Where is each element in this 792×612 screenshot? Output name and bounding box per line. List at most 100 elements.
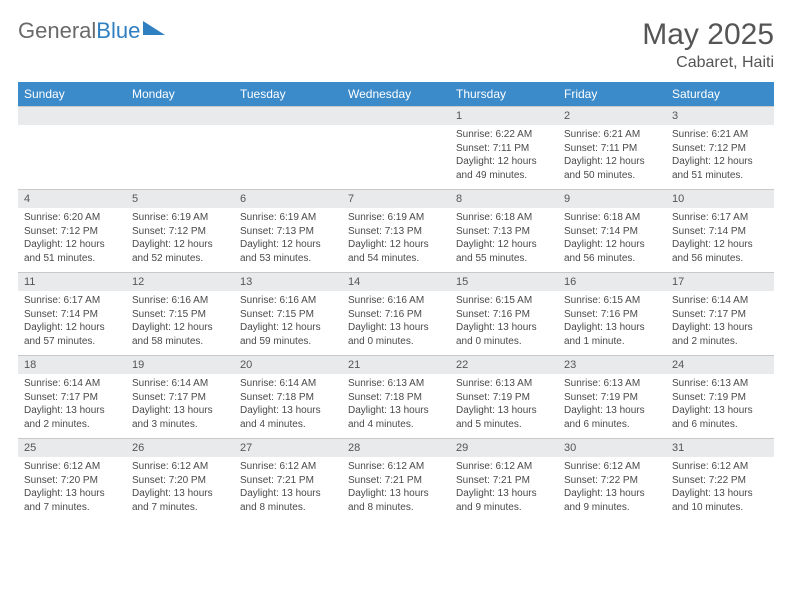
- day-content-row: Sunrise: 6:14 AMSunset: 7:17 PMDaylight:…: [18, 374, 774, 439]
- sunrise-text: Sunrise: 6:12 AM: [564, 460, 660, 474]
- day-cell: Sunrise: 6:14 AMSunset: 7:17 PMDaylight:…: [126, 374, 234, 439]
- day-number: 24: [666, 356, 774, 375]
- day-number: 29: [450, 439, 558, 458]
- sunrise-text: Sunrise: 6:20 AM: [24, 211, 120, 225]
- day-cell: Sunrise: 6:19 AMSunset: 7:12 PMDaylight:…: [126, 208, 234, 273]
- logo-word1: General: [18, 18, 96, 43]
- day-cell: [342, 125, 450, 190]
- daylight-text: Daylight: 13 hours and 4 minutes.: [240, 404, 336, 431]
- sunset-text: Sunset: 7:13 PM: [348, 225, 444, 239]
- sunset-text: Sunset: 7:20 PM: [24, 474, 120, 488]
- daynum-row: 11121314151617: [18, 273, 774, 292]
- daylight-text: Daylight: 12 hours and 49 minutes.: [456, 155, 552, 182]
- header: GeneralBlue May 2025 Cabaret, Haiti: [18, 18, 774, 72]
- sunset-text: Sunset: 7:21 PM: [456, 474, 552, 488]
- logo-text: GeneralBlue: [18, 18, 140, 44]
- sunset-text: Sunset: 7:20 PM: [132, 474, 228, 488]
- sunset-text: Sunset: 7:21 PM: [348, 474, 444, 488]
- daylight-text: Daylight: 13 hours and 3 minutes.: [132, 404, 228, 431]
- day-content-row: Sunrise: 6:20 AMSunset: 7:12 PMDaylight:…: [18, 208, 774, 273]
- sunset-text: Sunset: 7:16 PM: [564, 308, 660, 322]
- day-cell: Sunrise: 6:18 AMSunset: 7:13 PMDaylight:…: [450, 208, 558, 273]
- day-number: 22: [450, 356, 558, 375]
- sunset-text: Sunset: 7:16 PM: [348, 308, 444, 322]
- day-number: [234, 107, 342, 126]
- daynum-row: 25262728293031: [18, 439, 774, 458]
- daylight-text: Daylight: 12 hours and 53 minutes.: [240, 238, 336, 265]
- sunset-text: Sunset: 7:13 PM: [240, 225, 336, 239]
- sunrise-text: Sunrise: 6:14 AM: [24, 377, 120, 391]
- daylight-text: Daylight: 12 hours and 51 minutes.: [24, 238, 120, 265]
- day-cell: Sunrise: 6:12 AMSunset: 7:21 PMDaylight:…: [234, 457, 342, 521]
- sunset-text: Sunset: 7:12 PM: [132, 225, 228, 239]
- day-cell: Sunrise: 6:19 AMSunset: 7:13 PMDaylight:…: [342, 208, 450, 273]
- daylight-text: Daylight: 13 hours and 7 minutes.: [132, 487, 228, 514]
- day-number: [342, 107, 450, 126]
- daylight-text: Daylight: 13 hours and 6 minutes.: [564, 404, 660, 431]
- day-number: 23: [558, 356, 666, 375]
- sunrise-text: Sunrise: 6:22 AM: [456, 128, 552, 142]
- sunset-text: Sunset: 7:14 PM: [564, 225, 660, 239]
- day-cell: Sunrise: 6:14 AMSunset: 7:17 PMDaylight:…: [18, 374, 126, 439]
- sunrise-text: Sunrise: 6:13 AM: [456, 377, 552, 391]
- calendar-table: Sunday Monday Tuesday Wednesday Thursday…: [18, 82, 774, 521]
- day-number: 18: [18, 356, 126, 375]
- daylight-text: Daylight: 12 hours and 54 minutes.: [348, 238, 444, 265]
- day-number: 20: [234, 356, 342, 375]
- daylight-text: Daylight: 13 hours and 0 minutes.: [456, 321, 552, 348]
- sunrise-text: Sunrise: 6:21 AM: [672, 128, 768, 142]
- daylight-text: Daylight: 13 hours and 9 minutes.: [456, 487, 552, 514]
- sunset-text: Sunset: 7:13 PM: [456, 225, 552, 239]
- day-cell: Sunrise: 6:12 AMSunset: 7:20 PMDaylight:…: [18, 457, 126, 521]
- day-number: 31: [666, 439, 774, 458]
- day-cell: [18, 125, 126, 190]
- day-number: 17: [666, 273, 774, 292]
- calendar-page: GeneralBlue May 2025 Cabaret, Haiti Sund…: [0, 0, 792, 521]
- daylight-text: Daylight: 13 hours and 0 minutes.: [348, 321, 444, 348]
- sunset-text: Sunset: 7:14 PM: [24, 308, 120, 322]
- sunrise-text: Sunrise: 6:16 AM: [240, 294, 336, 308]
- day-number: 2: [558, 107, 666, 126]
- sunrise-text: Sunrise: 6:13 AM: [564, 377, 660, 391]
- sunset-text: Sunset: 7:12 PM: [672, 142, 768, 156]
- sunset-text: Sunset: 7:17 PM: [672, 308, 768, 322]
- sunrise-text: Sunrise: 6:12 AM: [132, 460, 228, 474]
- daylight-text: Daylight: 12 hours and 56 minutes.: [672, 238, 768, 265]
- daylight-text: Daylight: 12 hours and 52 minutes.: [132, 238, 228, 265]
- sunset-text: Sunset: 7:18 PM: [240, 391, 336, 405]
- day-number: 6: [234, 190, 342, 209]
- sunrise-text: Sunrise: 6:17 AM: [24, 294, 120, 308]
- day-cell: Sunrise: 6:14 AMSunset: 7:18 PMDaylight:…: [234, 374, 342, 439]
- daylight-text: Daylight: 13 hours and 9 minutes.: [564, 487, 660, 514]
- day-cell: Sunrise: 6:20 AMSunset: 7:12 PMDaylight:…: [18, 208, 126, 273]
- day-number: 14: [342, 273, 450, 292]
- daynum-row: 18192021222324: [18, 356, 774, 375]
- daylight-text: Daylight: 13 hours and 7 minutes.: [24, 487, 120, 514]
- day-number: 30: [558, 439, 666, 458]
- daylight-text: Daylight: 13 hours and 4 minutes.: [348, 404, 444, 431]
- day-cell: Sunrise: 6:17 AMSunset: 7:14 PMDaylight:…: [18, 291, 126, 356]
- day-cell: Sunrise: 6:18 AMSunset: 7:14 PMDaylight:…: [558, 208, 666, 273]
- day-cell: Sunrise: 6:16 AMSunset: 7:16 PMDaylight:…: [342, 291, 450, 356]
- day-cell: Sunrise: 6:21 AMSunset: 7:11 PMDaylight:…: [558, 125, 666, 190]
- day-cell: Sunrise: 6:12 AMSunset: 7:22 PMDaylight:…: [666, 457, 774, 521]
- day-cell: Sunrise: 6:12 AMSunset: 7:22 PMDaylight:…: [558, 457, 666, 521]
- daylight-text: Daylight: 12 hours and 56 minutes.: [564, 238, 660, 265]
- daylight-text: Daylight: 12 hours and 58 minutes.: [132, 321, 228, 348]
- day-cell: Sunrise: 6:16 AMSunset: 7:15 PMDaylight:…: [234, 291, 342, 356]
- day-cell: Sunrise: 6:12 AMSunset: 7:20 PMDaylight:…: [126, 457, 234, 521]
- sunrise-text: Sunrise: 6:14 AM: [672, 294, 768, 308]
- sunset-text: Sunset: 7:19 PM: [672, 391, 768, 405]
- sunrise-text: Sunrise: 6:19 AM: [132, 211, 228, 225]
- day-number: 26: [126, 439, 234, 458]
- sunrise-text: Sunrise: 6:16 AM: [348, 294, 444, 308]
- month-title: May 2025: [642, 18, 774, 52]
- day-number: 11: [18, 273, 126, 292]
- weekday-sunday: Sunday: [18, 82, 126, 107]
- daynum-row: 123: [18, 107, 774, 126]
- sunrise-text: Sunrise: 6:13 AM: [348, 377, 444, 391]
- day-number: 25: [18, 439, 126, 458]
- sunrise-text: Sunrise: 6:12 AM: [240, 460, 336, 474]
- daylight-text: Daylight: 12 hours and 51 minutes.: [672, 155, 768, 182]
- day-cell: Sunrise: 6:19 AMSunset: 7:13 PMDaylight:…: [234, 208, 342, 273]
